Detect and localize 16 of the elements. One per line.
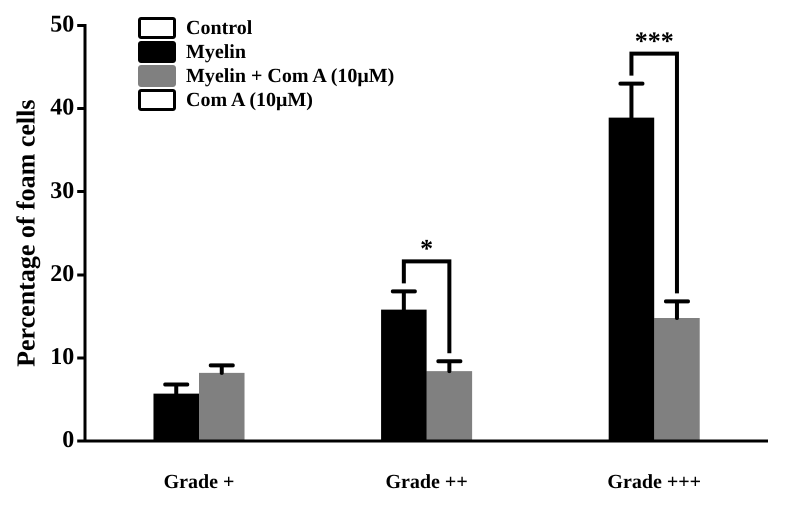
y-tick-label: 0	[62, 427, 74, 454]
legend-label: Control	[186, 16, 252, 40]
legend-label: Com A (10μM)	[186, 88, 313, 112]
annotation: *	[420, 234, 434, 264]
x-tick-label: Grade ++	[385, 471, 468, 494]
legend-label: Myelin	[186, 40, 246, 64]
y-tick-label: 20	[50, 260, 74, 287]
y-tick-label: 50	[50, 12, 74, 38]
x-tick-label: Grade +++	[607, 471, 702, 494]
y-tick-label: 30	[50, 178, 74, 204]
x-tick-label: Grade +	[164, 471, 234, 494]
y-tick-label: 40	[50, 94, 74, 121]
y-axis-title: Percentage of foam cells	[11, 100, 40, 367]
annotation: ***	[634, 26, 674, 56]
y-tick-label: 10	[50, 344, 74, 370]
legend-label: Myelin + Com A (10μM)	[186, 64, 394, 88]
